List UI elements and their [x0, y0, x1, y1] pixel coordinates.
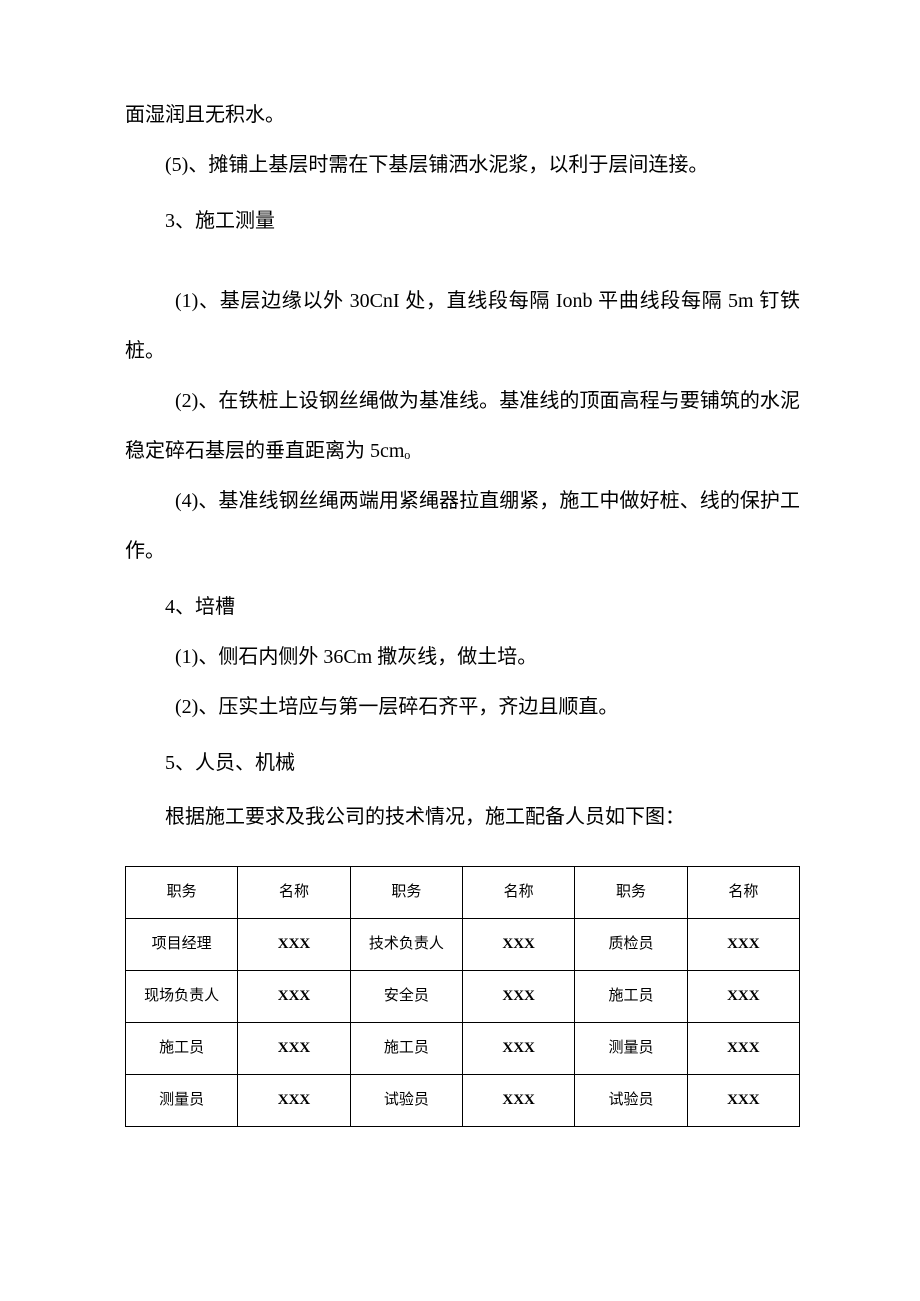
section-5-heading: 5、人员、机械: [125, 738, 800, 788]
table-cell-name: XXX: [462, 1075, 574, 1127]
table-cell-role: 项目经理: [126, 919, 238, 971]
table-header-cell: 职务: [126, 867, 238, 919]
table-header-row: 职务 名称 职务 名称 职务 名称: [126, 867, 800, 919]
table-row: 测量员 XXX 试验员 XXX 试验员 XXX: [126, 1075, 800, 1127]
table-header-cell: 名称: [687, 867, 799, 919]
table-cell-role: 试验员: [350, 1075, 462, 1127]
table-cell-role: 施工员: [350, 1023, 462, 1075]
personnel-table: 职务 名称 职务 名称 职务 名称 项目经理 XXX 技术负责人 XXX 质检员…: [125, 866, 800, 1127]
table-row: 项目经理 XXX 技术负责人 XXX 质检员 XXX: [126, 919, 800, 971]
table-header-cell: 名称: [462, 867, 574, 919]
table-cell-name: XXX: [238, 919, 350, 971]
section-4-heading: 4、培槽: [125, 582, 800, 632]
table-cell-name: XXX: [238, 1075, 350, 1127]
table-cell-name: XXX: [687, 1023, 799, 1075]
table-cell-role: 质检员: [575, 919, 687, 971]
table-cell-name: XXX: [462, 1023, 574, 1075]
table-cell-role: 施工员: [126, 1023, 238, 1075]
section-4-item-1: (1)、侧石内侧外 36Cm 撒灰线，做土培。: [125, 632, 800, 682]
table-row: 现场负责人 XXX 安全员 XXX 施工员 XXX: [126, 971, 800, 1023]
table-cell-role: 施工员: [575, 971, 687, 1023]
table-cell-name: XXX: [238, 1023, 350, 1075]
section-3-item-4: (4)、基准线钢丝绳两端用紧绳器拉直绷紧，施工中做好桩、线的保护工作。: [125, 476, 800, 576]
table-cell-role: 试验员: [575, 1075, 687, 1127]
paragraph-continuation: 面湿润且无积水。: [125, 90, 800, 140]
table-cell-name: XXX: [687, 971, 799, 1023]
table-cell-role: 现场负责人: [126, 971, 238, 1023]
section-3-item-2: (2)、在铁桩上设钢丝绳做为基准线。基准线的顶面高程与要铺筑的水泥稳定碎石基层的…: [125, 376, 800, 476]
table-cell-name: XXX: [687, 1075, 799, 1127]
table-cell-role: 技术负责人: [350, 919, 462, 971]
table-cell-name: XXX: [687, 919, 799, 971]
table-cell-name: XXX: [238, 971, 350, 1023]
table-cell-name: XXX: [462, 971, 574, 1023]
table-header-cell: 职务: [350, 867, 462, 919]
table-row: 施工员 XXX 施工员 XXX 测量员 XXX: [126, 1023, 800, 1075]
table-intro-text: 根据施工要求及我公司的技术情况，施工配备人员如下图：: [125, 792, 800, 842]
table-header-cell: 名称: [238, 867, 350, 919]
table-header-cell: 职务: [575, 867, 687, 919]
section-3-heading: 3、施工测量: [125, 196, 800, 246]
table-cell-name: XXX: [462, 919, 574, 971]
table-cell-role: 安全员: [350, 971, 462, 1023]
paragraph-item-5: (5)、摊铺上基层时需在下基层铺洒水泥浆，以利于层间连接。: [125, 140, 800, 190]
section-3-item-1: (1)、基层边缘以外 30CnI 处，直线段每隔 Ionb 平曲线段每隔 5m …: [125, 276, 800, 376]
table-cell-role: 测量员: [575, 1023, 687, 1075]
table-cell-role: 测量员: [126, 1075, 238, 1127]
section-4-item-2: (2)、压实土培应与第一层碎石齐平，齐边且顺直。: [125, 682, 800, 732]
